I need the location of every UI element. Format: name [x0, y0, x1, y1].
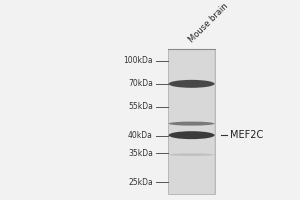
Bar [168, 49, 215, 194]
Ellipse shape [169, 122, 214, 126]
Text: MEF2C: MEF2C [230, 130, 263, 140]
Ellipse shape [169, 153, 214, 156]
Text: 55kDa: 55kDa [128, 102, 153, 111]
Text: 100kDa: 100kDa [123, 56, 153, 65]
Bar [169, 49, 214, 194]
Text: 70kDa: 70kDa [128, 79, 153, 88]
Ellipse shape [169, 131, 214, 139]
Text: 40kDa: 40kDa [128, 131, 153, 140]
Text: 25kDa: 25kDa [128, 178, 153, 187]
Text: 35kDa: 35kDa [128, 149, 153, 158]
Ellipse shape [169, 80, 214, 88]
Text: Mouse brain: Mouse brain [187, 2, 230, 45]
